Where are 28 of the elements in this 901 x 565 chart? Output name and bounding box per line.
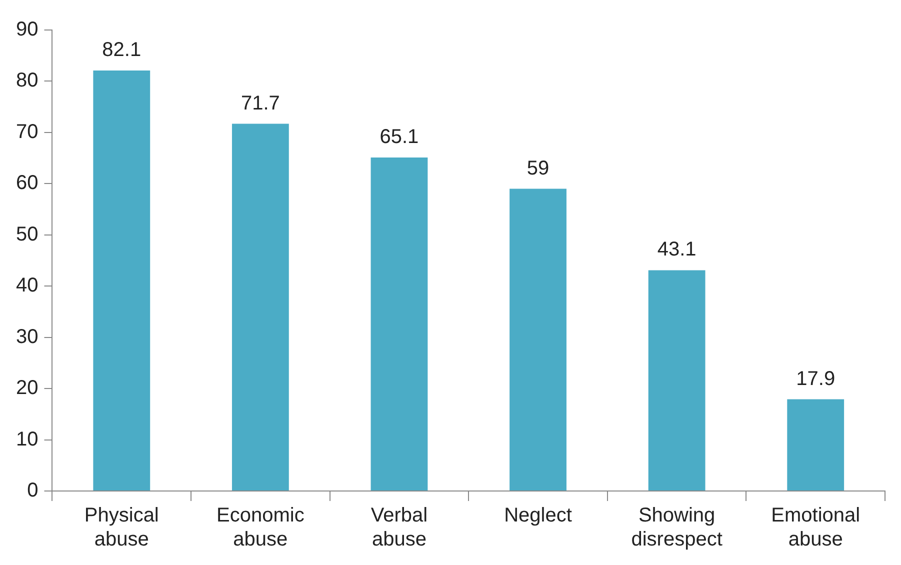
y-tick-label: 30 [16,326,38,348]
y-tick-label: 50 [16,223,38,246]
data-label: 65.1 [380,126,419,148]
y-tick-label: 60 [16,172,38,194]
data-label: 71.7 [240,92,280,114]
y-tick-label: 10 [16,428,38,450]
data-label: 17.9 [796,368,836,390]
x-tick-label: Verbal abuse [370,504,428,551]
data-label: 43.1 [657,238,696,261]
bar [648,270,706,490]
y-tick-label: 0 [27,480,38,502]
bar [370,158,428,490]
y-tick-label: 90 [16,18,38,41]
y-tick-label: 70 [16,120,38,143]
data-label: 59 [526,157,550,180]
x-tick-label: Emotional abuse [771,504,860,551]
bar [510,188,566,490]
x-tick-label: Showing disrespect [631,504,723,551]
bar [232,124,289,490]
bar [787,399,844,490]
bar [93,70,150,490]
x-tick-label: Neglect [504,504,572,527]
y-tick-label: 20 [16,377,38,400]
x-tick-label: Economic abuse [216,504,304,551]
y-tick-label: 40 [16,274,38,297]
x-tick-label: Physical abuse [84,504,159,551]
y-tick-label: 80 [16,70,38,92]
data-label: 82.1 [102,38,142,61]
